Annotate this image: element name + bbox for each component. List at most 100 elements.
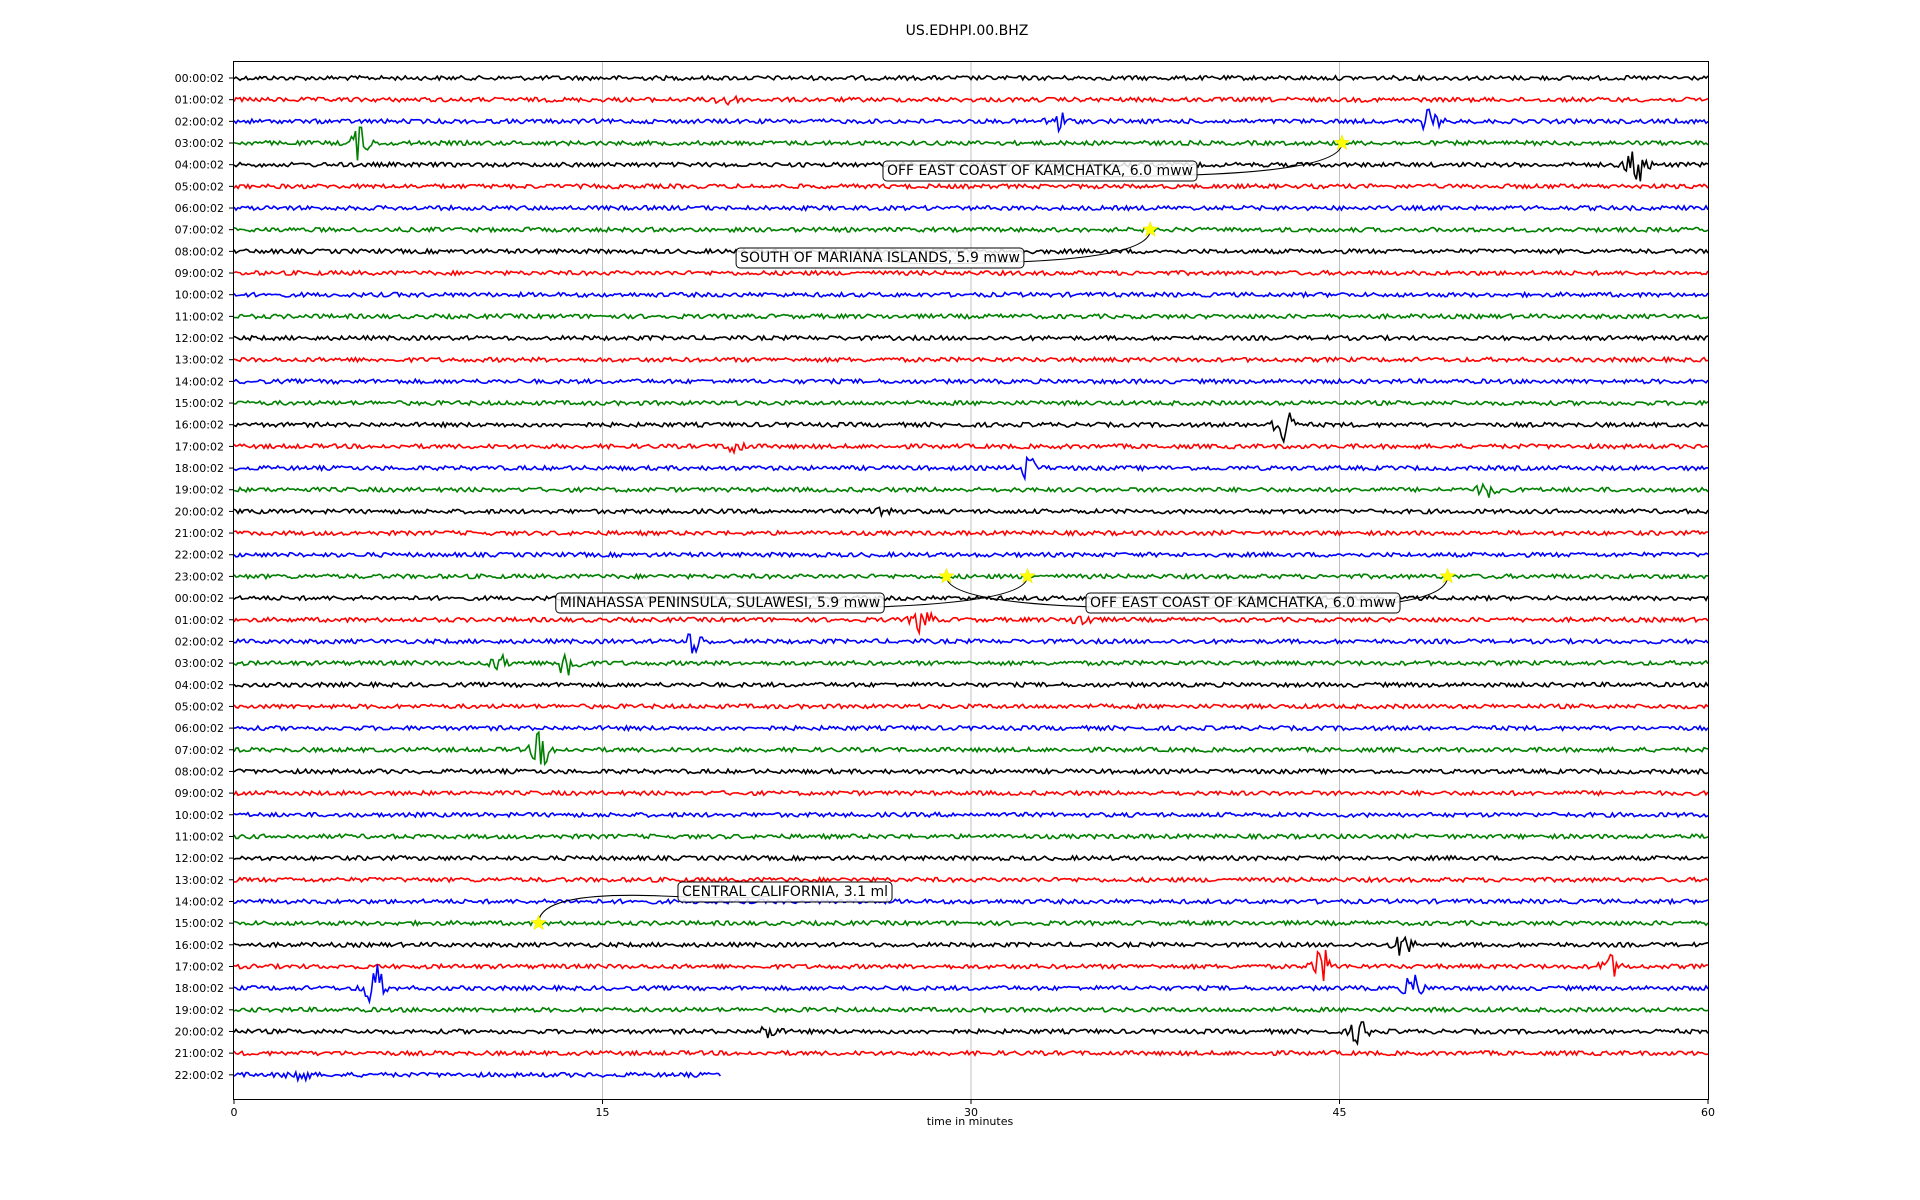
y-tick-label: 18:00:02 — [175, 982, 224, 995]
x-axis-label: time in minutes — [927, 1115, 1014, 1128]
y-tick-label: 07:00:02 — [175, 744, 224, 757]
seismic-trace — [233, 290, 1709, 299]
seismic-trace — [233, 789, 1709, 797]
y-tick-label: 23:00:02 — [175, 570, 224, 583]
y-tick-label: 06:00:02 — [175, 202, 224, 215]
event-label-box — [882, 160, 1198, 182]
seismic-trace — [233, 529, 1709, 537]
y-tick-label: 12:00:02 — [175, 332, 224, 345]
y-tick-label: 04:00:02 — [175, 159, 224, 172]
y-tick-label: 09:00:02 — [175, 787, 224, 800]
x-tick-label: 15 — [596, 1106, 610, 1119]
seismic-trace — [233, 651, 1709, 676]
seismic-trace — [233, 482, 1709, 498]
event-label-text: CENTRAL CALIFORNIA, 3.1 ml — [682, 884, 888, 900]
seismic-trace — [233, 897, 1709, 906]
event-star-marker — [1439, 567, 1456, 584]
y-tick-label: 10:00:02 — [175, 809, 224, 822]
y-tick-label: 01:00:02 — [175, 614, 224, 627]
seismic-trace — [233, 94, 1709, 107]
y-tick-label: 06:00:02 — [175, 722, 224, 735]
y-tick-label: 13:00:02 — [175, 874, 224, 887]
seismic-trace — [234, 875, 1709, 884]
event-star-marker — [1333, 134, 1351, 151]
event-label: SOUTH OF MARIANA ISLANDS, 5.9 mww — [735, 247, 1025, 269]
seismic-trace — [233, 633, 1709, 655]
y-tick-label: 21:00:02 — [175, 527, 224, 540]
y-tick-label: 10:00:02 — [175, 289, 224, 302]
seismic-trace — [233, 334, 1709, 342]
event-star-marker — [938, 567, 955, 584]
event-label-box — [677, 881, 893, 903]
seismic-trace — [233, 832, 1709, 841]
y-tick-label: 12:00:02 — [175, 852, 224, 865]
y-tick-label: 05:00:02 — [175, 180, 224, 193]
seismic-trace — [233, 269, 1709, 277]
x-tick-label: 0 — [231, 1106, 238, 1119]
y-tick-label: 16:00:02 — [175, 419, 224, 432]
seismic-trace — [233, 225, 1709, 234]
seismic-trace — [233, 572, 1709, 581]
y-tick-label: 03:00:02 — [175, 137, 224, 150]
seismic-trace — [233, 204, 1709, 212]
seismic-trace — [233, 919, 1709, 928]
seismic-trace — [233, 767, 1709, 776]
y-tick-label: 22:00:02 — [175, 1069, 224, 1082]
seismic-trace — [233, 182, 1709, 191]
event-label: OFF EAST COAST OF KAMCHATKA, 6.0 mww — [882, 160, 1198, 182]
seismic-trace — [233, 355, 1709, 364]
event-label-text: MINAHASSA PENINSULA, SULAWESI, 5.9 mww — [560, 595, 880, 611]
seismic-trace — [233, 108, 1709, 134]
y-tick-label: 21:00:02 — [175, 1047, 224, 1060]
seismic-trace — [233, 964, 1709, 1005]
y-tick-label: 17:00:02 — [175, 960, 224, 973]
seismic-trace — [233, 724, 1709, 733]
y-tick-label: 05:00:02 — [175, 700, 224, 713]
event-label-text: OFF EAST COAST OF KAMCHATKA, 6.0 mww — [887, 163, 1193, 179]
event-star-marker — [530, 914, 547, 931]
row-label-group: 00:00:02 01:00:02 02:00:02 03:00:02 04:00:02… — [175, 72, 234, 1082]
event-label: CENTRAL CALIFORNIA, 3.1 ml — [677, 881, 893, 903]
y-tick-label: 13:00:02 — [175, 354, 224, 367]
event-star-marker — [1142, 221, 1159, 237]
event-star-marker — [1019, 567, 1036, 584]
trace-group — [233, 74, 1709, 1084]
y-tick-label: 09:00:02 — [175, 267, 224, 280]
seismic-trace — [233, 1021, 1709, 1047]
seismic-trace — [233, 854, 1709, 862]
seismic-trace — [233, 377, 1709, 386]
seismic-trace — [233, 935, 1709, 956]
seismic-trace — [233, 126, 1709, 161]
event-label-box — [735, 247, 1025, 269]
y-tick-label: 18:00:02 — [175, 462, 224, 475]
event-label-text: OFF EAST COAST OF KAMCHATKA, 6.0 mww — [1090, 595, 1396, 611]
seismic-trace — [233, 949, 1709, 982]
y-tick-label: 03:00:02 — [175, 657, 224, 670]
plot-frame — [233, 61, 1709, 1100]
y-tick-label: 14:00:02 — [175, 895, 224, 908]
y-tick-label: 08:00:02 — [175, 245, 224, 258]
seismic-trace — [233, 312, 1709, 321]
event-label: OFF EAST COAST OF KAMCHATKA, 6.0 mww — [1085, 592, 1401, 614]
seismic-trace — [233, 811, 1709, 819]
y-tick-label: 20:00:02 — [175, 505, 224, 518]
event-label: MINAHASSA PENINSULA, SULAWESI, 5.9 mww — [555, 592, 885, 614]
y-tick-label: 00:00:02 — [175, 592, 224, 605]
seismic-trace — [233, 412, 1708, 445]
y-tick-label: 19:00:02 — [175, 484, 224, 497]
seismic-trace — [233, 680, 1709, 689]
y-tick-label: 07:00:02 — [175, 224, 224, 237]
event-label-text: SOUTH OF MARIANA ISLANDS, 5.9 mww — [740, 250, 1020, 266]
seismic-trace — [233, 506, 1709, 519]
seismic-trace — [233, 550, 1709, 559]
y-tick-label: 04:00:02 — [175, 679, 224, 692]
y-tick-label: 20:00:02 — [175, 1025, 224, 1038]
y-tick-label: 01:00:02 — [175, 94, 224, 107]
y-tick-label: 17:00:02 — [175, 440, 224, 453]
x-tick-label: 45 — [1333, 1106, 1347, 1119]
x-tick-group: 0 15 30 45 60 — [231, 1099, 1715, 1119]
y-tick-label: 16:00:02 — [175, 939, 224, 952]
y-tick-label: 02:00:02 — [175, 635, 224, 648]
seismic-trace — [233, 730, 1709, 767]
